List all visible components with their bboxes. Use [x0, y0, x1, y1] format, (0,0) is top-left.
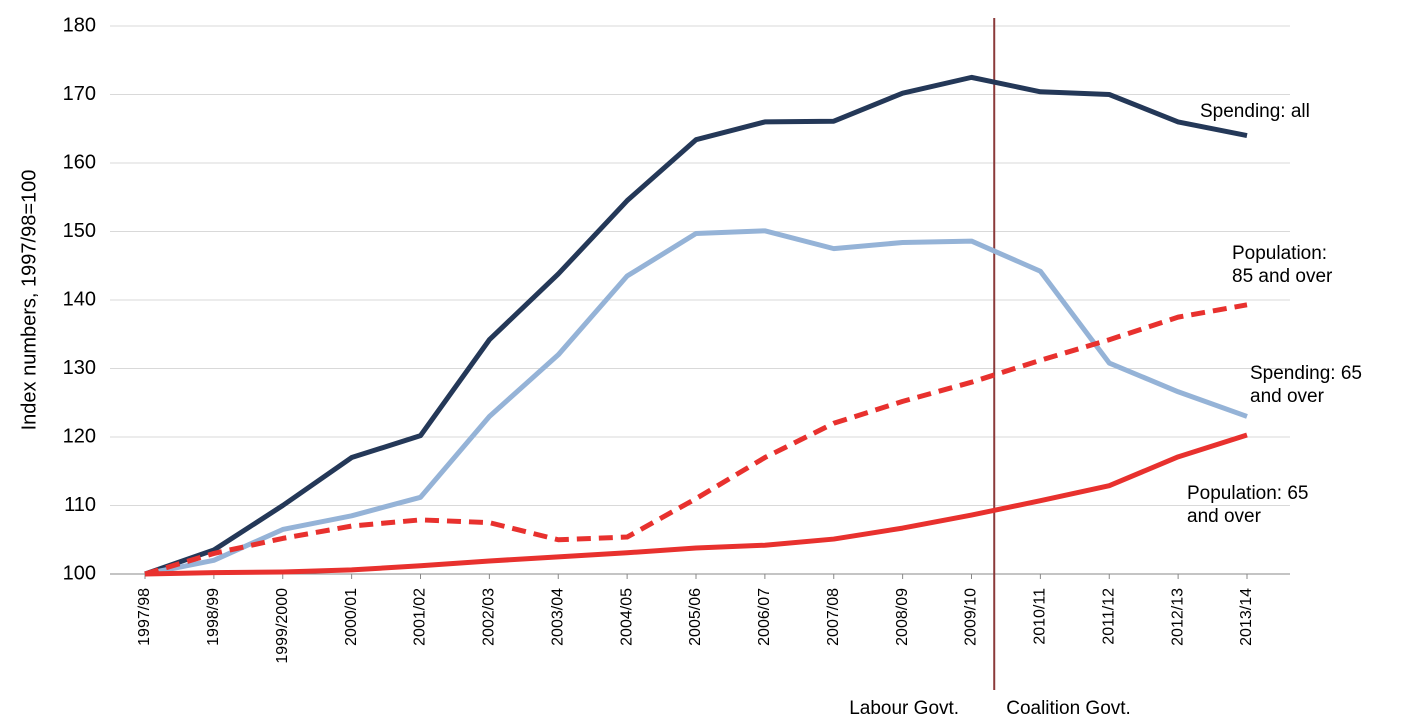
x-tick-label: 1997/98: [136, 588, 153, 646]
x-tick-label: 2000/01: [343, 588, 360, 646]
x-tick-label: 2007/08: [825, 588, 842, 646]
x-tick-label: 2006/07: [756, 588, 773, 646]
y-tick-label: 130: [63, 357, 96, 379]
x-tick-label: 2003/04: [549, 588, 566, 646]
y-tick-label: 140: [63, 288, 96, 310]
y-tick-label: 100: [63, 562, 96, 584]
x-tick-label: 2001/02: [412, 588, 429, 646]
series-label: Population: 65 and over: [1187, 483, 1309, 527]
x-tick-label: 2012/13: [1169, 588, 1186, 646]
x-tick-label: 2005/06: [687, 588, 704, 646]
annotation: Coalition Govt.: [1006, 698, 1131, 719]
y-tick-label: 150: [63, 220, 96, 242]
y-tick-label: 180: [63, 14, 96, 36]
x-tick-label: 2004/05: [618, 588, 635, 646]
x-tick-label: 2009/10: [963, 588, 980, 646]
x-tick-label: 2011/12: [1100, 588, 1117, 645]
x-tick-label: 2013/14: [1238, 588, 1255, 646]
series-line: [144, 432, 1248, 577]
x-tick-label: 1998/99: [205, 588, 222, 646]
annotation: Labour Govt.: [849, 698, 960, 719]
y-tick-label: 110: [64, 494, 96, 516]
y-tick-label: 170: [63, 83, 96, 105]
series-line: [144, 302, 1248, 577]
series-label: Spending: all: [1200, 101, 1310, 122]
x-tick-label: 2002/03: [481, 588, 498, 646]
y-axis-label: Index numbers, 1997/98=100: [18, 170, 40, 431]
series-label: Spending: 65 and over: [1250, 363, 1362, 407]
y-tick-label: 160: [63, 151, 96, 173]
series-line: [144, 228, 1248, 577]
x-tick-label: 2010/11: [1032, 588, 1049, 645]
x-tick-label: 2008/09: [894, 588, 911, 646]
series-label: Population: 85 and over: [1232, 243, 1333, 287]
y-tick-label: 120: [63, 425, 96, 447]
series-line: [144, 74, 1248, 577]
x-tick-label: 1999/2000: [274, 588, 291, 664]
